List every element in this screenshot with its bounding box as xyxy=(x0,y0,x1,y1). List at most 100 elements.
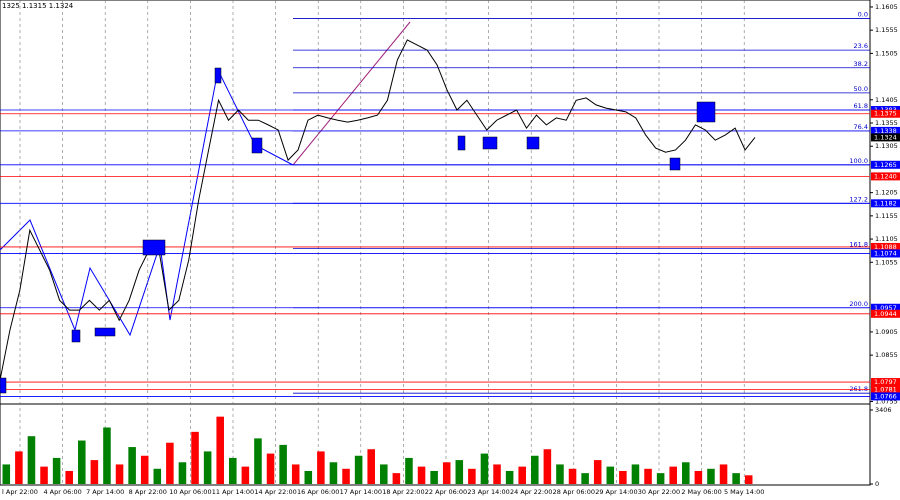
x-tick-label: 17 Apr 14:00 xyxy=(340,488,382,496)
y-tick-label: 1.1305 xyxy=(875,142,898,150)
volume-bar xyxy=(468,468,476,484)
plot-frame xyxy=(0,0,871,486)
y-tick-label: 1.1105 xyxy=(875,235,898,243)
price-tag-label: 1.1338 xyxy=(874,127,897,135)
volume-bar xyxy=(128,447,136,484)
volume-bar xyxy=(153,468,162,484)
signal-box xyxy=(142,239,166,256)
volume-bar xyxy=(166,442,174,484)
y-tick-label: 1.1055 xyxy=(875,258,898,266)
fib-label: 50.0 xyxy=(854,85,868,93)
price-tag xyxy=(871,242,900,251)
volume-bar xyxy=(203,451,212,484)
y-tick-label: 1.1555 xyxy=(875,26,898,34)
fib-label: 0.0 xyxy=(858,11,868,19)
volume-bar xyxy=(556,464,564,484)
volume-bar xyxy=(430,470,438,484)
volume-bar xyxy=(2,464,11,484)
volume-bar xyxy=(52,457,61,484)
x-tick-label: 22 Apr 06:00 xyxy=(425,488,467,496)
signal-box xyxy=(251,137,263,154)
price-tag-label: 1.0766 xyxy=(874,392,897,400)
y-tick-label: 1.1355 xyxy=(875,119,898,127)
price-tag xyxy=(871,249,900,258)
signal-box xyxy=(482,136,498,150)
x-tick-label: 16 Apr 06:00 xyxy=(297,488,339,496)
volume-bar xyxy=(216,416,224,484)
volume-bar xyxy=(90,460,99,484)
price-tag-label: 1.0781 xyxy=(874,385,897,393)
x-tick-label: 24 Apr 22:00 xyxy=(510,488,552,496)
volume-bar xyxy=(493,464,501,484)
price-tag-label: 1.1265 xyxy=(874,161,897,169)
x-tick-label: 5 May 14:00 xyxy=(724,488,764,496)
volume-bar xyxy=(229,457,237,484)
fib-label: 100.0 xyxy=(849,157,868,165)
volume-bar xyxy=(619,470,627,484)
volume-bar xyxy=(631,464,640,484)
vol-tick-label: 3406 xyxy=(875,406,892,414)
volume-bar xyxy=(669,466,677,484)
volume-bar xyxy=(392,473,401,484)
vol-tick-label: 0 xyxy=(875,480,879,488)
volume-bar xyxy=(354,455,363,484)
volume-bar xyxy=(455,460,464,484)
price-tag xyxy=(871,309,900,318)
fib-label: 127.2 xyxy=(849,195,868,203)
signal-box xyxy=(526,136,540,150)
y-tick-label: 1.1505 xyxy=(875,49,898,57)
x-tick-label: 30 Apr 22:00 xyxy=(638,488,680,496)
volume-bar xyxy=(78,440,86,484)
price-tag-label: 1.1182 xyxy=(874,199,897,207)
x-tick-label: l Apr 22:00 xyxy=(2,488,38,496)
x-tick-label: 4 Apr 06:00 xyxy=(43,488,81,496)
price-line-series xyxy=(0,39,756,381)
y-tick-label: 1.1405 xyxy=(875,96,898,104)
volume-bar xyxy=(694,470,703,484)
x-tick-label: 14 Apr 22:00 xyxy=(254,488,296,496)
volume-bar xyxy=(682,462,690,484)
fib-label: 61.8 xyxy=(854,102,868,110)
y-tick-label: 1.1155 xyxy=(875,212,898,220)
volume-bar xyxy=(266,453,275,484)
volume-bar xyxy=(593,460,602,484)
volume-bar xyxy=(656,473,665,484)
volume-bar xyxy=(744,475,753,484)
y-tick-label: 1.0755 xyxy=(875,398,898,406)
volume-bar xyxy=(279,444,287,484)
price-tag xyxy=(871,378,900,387)
x-tick-label: 28 Apr 06:00 xyxy=(553,488,595,496)
volume-bar xyxy=(27,436,36,484)
volume-bar xyxy=(367,449,375,484)
volume-bar xyxy=(568,468,577,484)
volume-bar xyxy=(15,451,23,484)
volume-bar xyxy=(719,464,728,484)
x-tick-label: 23 Apr 14:00 xyxy=(467,488,509,496)
x-tick-label: 7 Apr 14:00 xyxy=(86,488,124,496)
y-tick-label: 1.0855 xyxy=(875,351,898,359)
fib-label: 23.6 xyxy=(854,42,868,50)
price-tag-label: 1.1074 xyxy=(874,249,897,257)
y-tick-label: 1.0905 xyxy=(875,328,898,336)
signal-box xyxy=(669,157,681,171)
volume-bar xyxy=(543,449,552,484)
x-tick-label: 11 Apr 14:00 xyxy=(212,488,254,496)
volume-bar xyxy=(505,470,514,484)
volume-bar xyxy=(518,466,526,484)
x-tick-label: 8 Apr 22:00 xyxy=(129,488,167,496)
price-tag xyxy=(871,385,900,394)
volume-bar xyxy=(442,462,451,484)
volume-bar xyxy=(606,466,615,484)
signal-box xyxy=(696,101,716,123)
volume-bar xyxy=(65,470,73,484)
signal-box xyxy=(0,377,7,394)
price-tag xyxy=(871,392,900,401)
volume-bar xyxy=(304,470,313,484)
signal-box xyxy=(214,67,222,84)
y-tick-label: 1.1605 xyxy=(875,3,898,11)
volume-bar xyxy=(40,466,48,484)
price-tag-label: 1.0944 xyxy=(874,310,897,318)
fib-label: 38.2 xyxy=(854,60,868,68)
volume-bar xyxy=(581,473,589,484)
volume-bar xyxy=(191,431,199,484)
